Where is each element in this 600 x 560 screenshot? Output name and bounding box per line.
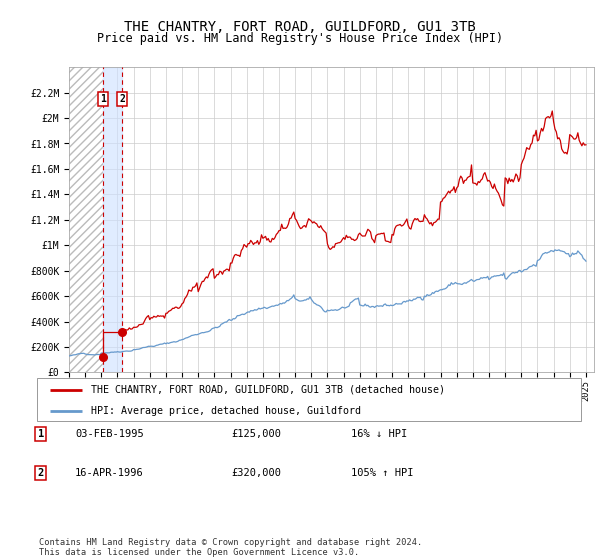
- Text: HPI: Average price, detached house, Guildford: HPI: Average price, detached house, Guil…: [91, 407, 361, 416]
- Text: 1: 1: [38, 429, 44, 439]
- Text: 16% ↓ HPI: 16% ↓ HPI: [351, 429, 407, 439]
- Text: Price paid vs. HM Land Registry's House Price Index (HPI): Price paid vs. HM Land Registry's House …: [97, 32, 503, 45]
- Text: 2: 2: [38, 468, 44, 478]
- FancyBboxPatch shape: [37, 378, 581, 422]
- Text: 2: 2: [119, 94, 125, 104]
- Text: 1: 1: [100, 94, 106, 104]
- Text: £320,000: £320,000: [231, 468, 281, 478]
- Bar: [103, 67, 122, 372]
- Text: £125,000: £125,000: [231, 429, 281, 439]
- Text: 03-FEB-1995: 03-FEB-1995: [75, 429, 144, 439]
- Bar: [69, 67, 103, 372]
- Text: Contains HM Land Registry data © Crown copyright and database right 2024.
This d: Contains HM Land Registry data © Crown c…: [39, 538, 422, 557]
- Text: THE CHANTRY, FORT ROAD, GUILDFORD, GU1 3TB (detached house): THE CHANTRY, FORT ROAD, GUILDFORD, GU1 3…: [91, 385, 445, 395]
- Text: 16-APR-1996: 16-APR-1996: [75, 468, 144, 478]
- Text: THE CHANTRY, FORT ROAD, GUILDFORD, GU1 3TB: THE CHANTRY, FORT ROAD, GUILDFORD, GU1 3…: [124, 20, 476, 34]
- Text: 105% ↑ HPI: 105% ↑ HPI: [351, 468, 413, 478]
